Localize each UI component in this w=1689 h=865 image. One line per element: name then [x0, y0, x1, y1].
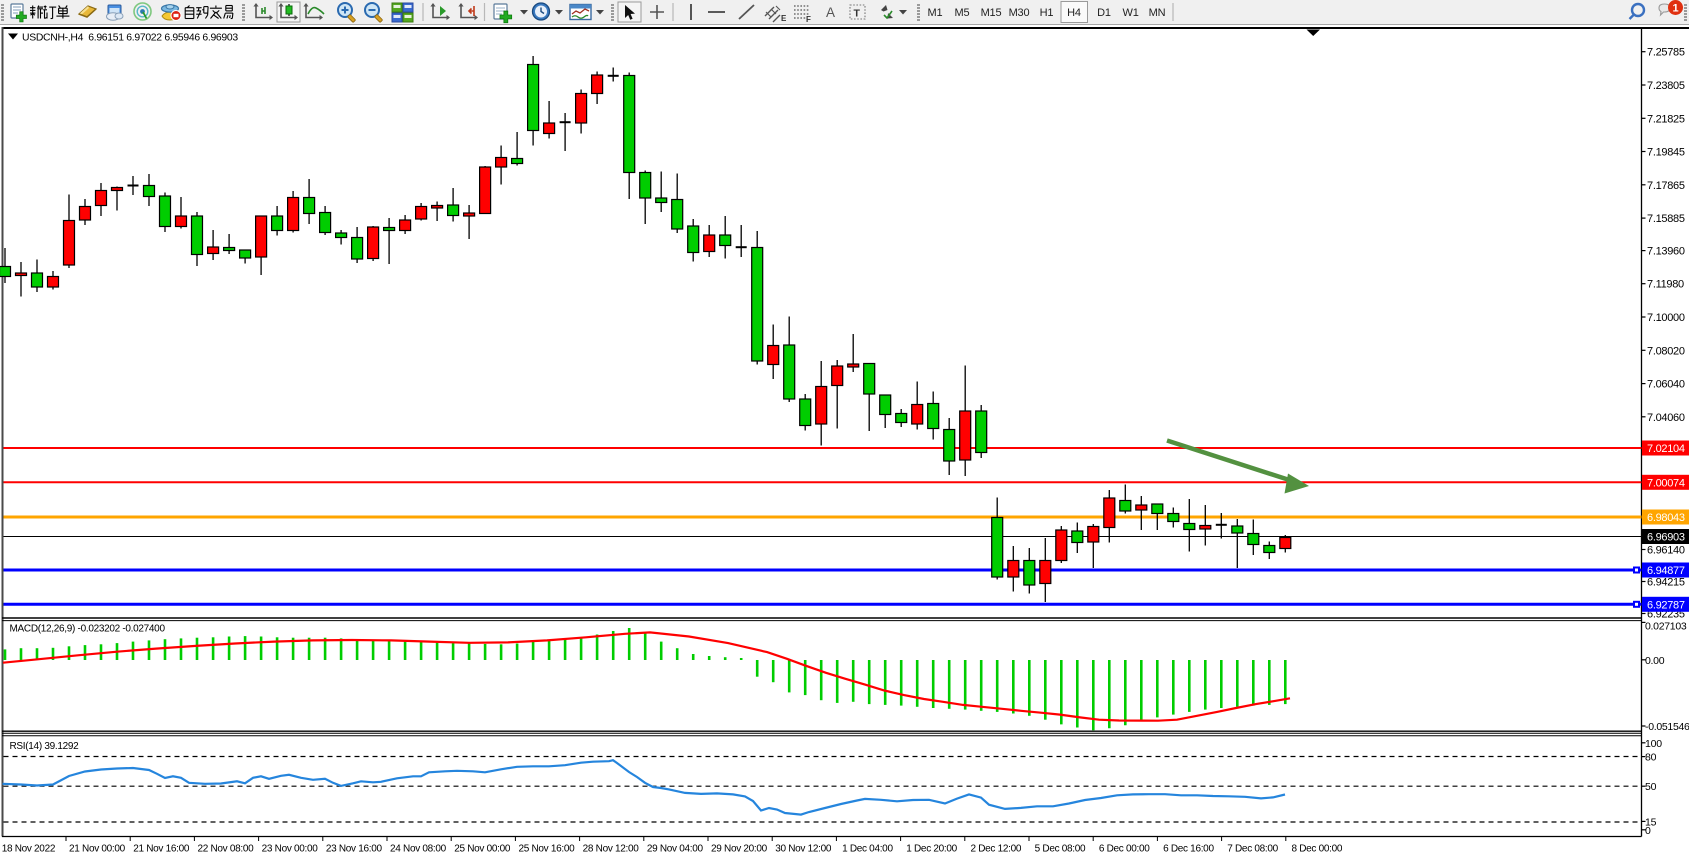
svg-text:1 Dec 20:00: 1 Dec 20:00	[906, 844, 957, 855]
svg-text:M15: M15	[981, 7, 1002, 19]
svg-text:-0.051546: -0.051546	[1645, 721, 1689, 733]
svg-text:15: 15	[1645, 816, 1657, 828]
svg-text:21 Nov 00:00: 21 Nov 00:00	[69, 844, 126, 855]
svg-text:F: F	[806, 15, 811, 24]
svg-text:25 Nov 16:00: 25 Nov 16:00	[518, 844, 575, 855]
svg-text:23 Nov 00:00: 23 Nov 00:00	[262, 844, 319, 855]
svg-text:1 Dec 04:00: 1 Dec 04:00	[842, 844, 893, 855]
svg-text:7.25785: 7.25785	[1647, 47, 1685, 59]
svg-text:80: 80	[1645, 752, 1657, 764]
svg-text:30 Nov 12:00: 30 Nov 12:00	[775, 844, 832, 855]
svg-text:2 Dec 12:00: 2 Dec 12:00	[970, 844, 1021, 855]
svg-text:H1: H1	[1040, 7, 1054, 19]
svg-text:29 Nov 04:00: 29 Nov 04:00	[647, 844, 704, 855]
svg-text:M5: M5	[955, 7, 970, 19]
svg-text:100: 100	[1645, 738, 1662, 750]
svg-text:6.92787: 6.92787	[1647, 599, 1685, 611]
svg-text:MACD(12,26,9) -0.023202 -0.027: MACD(12,26,9) -0.023202 -0.027400	[10, 624, 166, 635]
svg-text:7.08020: 7.08020	[1647, 345, 1685, 357]
svg-text:6.94877: 6.94877	[1647, 565, 1685, 577]
svg-text:7.23805: 7.23805	[1647, 80, 1685, 92]
svg-text:6.96903: 6.96903	[1647, 532, 1685, 544]
svg-text:7.13960: 7.13960	[1647, 246, 1685, 258]
svg-text:50: 50	[1645, 781, 1657, 793]
svg-text:7.19845: 7.19845	[1647, 147, 1685, 159]
svg-text:6 Dec 16:00: 6 Dec 16:00	[1163, 844, 1214, 855]
svg-text:1: 1	[1672, 3, 1678, 15]
svg-text:7.17865: 7.17865	[1647, 180, 1685, 192]
svg-text:7.00074: 7.00074	[1647, 477, 1685, 489]
svg-text:21 Nov 16:00: 21 Nov 16:00	[133, 844, 190, 855]
svg-text:0.027103: 0.027103	[1645, 621, 1687, 633]
svg-text:0.00: 0.00	[1645, 655, 1665, 667]
svg-text:6.94215: 6.94215	[1647, 577, 1685, 589]
svg-text:7.02104: 7.02104	[1647, 443, 1685, 455]
svg-text:6.98043: 6.98043	[1647, 512, 1685, 524]
svg-text:M30: M30	[1009, 7, 1030, 19]
svg-text:7.10000: 7.10000	[1647, 312, 1685, 324]
svg-text:7.11980: 7.11980	[1647, 279, 1684, 291]
svg-text:8 Dec 00:00: 8 Dec 00:00	[1291, 844, 1342, 855]
svg-text:6.96140: 6.96140	[1647, 545, 1685, 557]
svg-text:7 Dec 08:00: 7 Dec 08:00	[1227, 844, 1278, 855]
svg-text:6 Dec 00:00: 6 Dec 00:00	[1099, 844, 1150, 855]
svg-text:M1: M1	[928, 7, 943, 19]
svg-text:MN: MN	[1149, 7, 1166, 19]
svg-text:A: A	[826, 5, 835, 20]
svg-text:0: 0	[1645, 825, 1651, 837]
svg-text:5 Dec 08:00: 5 Dec 08:00	[1035, 844, 1086, 855]
svg-text:18 Nov 2022: 18 Nov 2022	[2, 844, 56, 855]
svg-text:E: E	[781, 14, 787, 23]
svg-text:D1: D1	[1097, 7, 1111, 19]
svg-text:7.06040: 7.06040	[1647, 379, 1685, 391]
svg-text:USDCNH-,H4 6.96151 6.97022 6.: USDCNH-,H4 6.96151 6.97022 6.95946 6.969…	[22, 33, 238, 44]
svg-text:25 Nov 00:00: 25 Nov 00:00	[454, 844, 511, 855]
svg-text:28 Nov 12:00: 28 Nov 12:00	[583, 844, 640, 855]
svg-text:29 Nov 20:00: 29 Nov 20:00	[711, 844, 768, 855]
svg-text:RSI(14) 39.1292: RSI(14) 39.1292	[10, 741, 80, 752]
svg-text:W1: W1	[1123, 7, 1139, 19]
svg-text:T: T	[854, 8, 861, 20]
svg-text:22 Nov 08:00: 22 Nov 08:00	[197, 844, 254, 855]
svg-text:H4: H4	[1067, 7, 1081, 19]
svg-text:7.15885: 7.15885	[1647, 213, 1685, 225]
svg-text:7.04060: 7.04060	[1647, 412, 1685, 424]
svg-text:7.21825: 7.21825	[1647, 113, 1685, 125]
svg-text:24 Nov 08:00: 24 Nov 08:00	[390, 844, 447, 855]
svg-text:23 Nov 16:00: 23 Nov 16:00	[326, 844, 383, 855]
